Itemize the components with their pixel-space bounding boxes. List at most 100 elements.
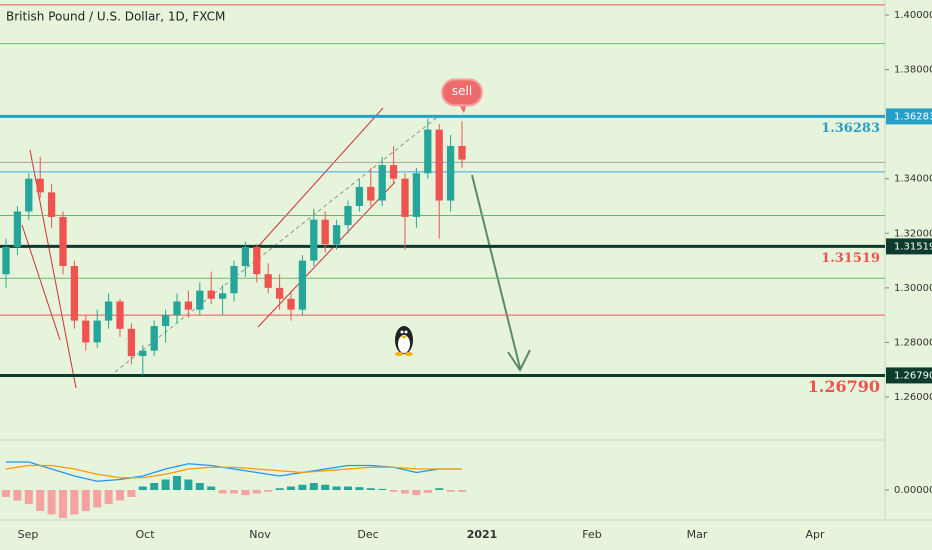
macd-histogram-bar (195, 483, 204, 490)
macd-histogram-bar (332, 486, 341, 490)
y-tick-label: 1.40000 (894, 10, 932, 21)
arrow-head (507, 349, 531, 372)
macd-line (5, 464, 462, 479)
y-tick-label: 1.32000 (894, 228, 932, 239)
macd-histogram-bar (2, 490, 10, 497)
candle-body (401, 178, 409, 217)
price-label-box (886, 108, 932, 125)
candle-body (25, 178, 33, 212)
level-annotation: 1.26790 (808, 377, 880, 396)
x-tick-label: Sep (18, 528, 39, 541)
candle-body (264, 274, 272, 288)
sell-label: sell (452, 84, 472, 98)
macd-histogram-bar (36, 490, 45, 511)
candle-body (161, 315, 170, 327)
candle-body (230, 266, 238, 294)
x-tick-label: Feb (582, 528, 601, 541)
candle-body (241, 246, 250, 267)
x-tick-label: Mar (687, 528, 708, 541)
macd-histogram-bar (93, 490, 102, 508)
x-tick-label: Oct (135, 528, 155, 541)
candle-body (287, 298, 295, 310)
candle-body (446, 145, 455, 201)
macd-histogram-bar (161, 479, 170, 490)
level-annotation: 1.31519 (821, 251, 880, 266)
macd-histogram-bar (309, 483, 318, 490)
macd-histogram-bar (24, 490, 33, 504)
macd-histogram-bar (173, 476, 181, 490)
candle-body (298, 260, 307, 310)
y-tick-label: 1.26000 (894, 392, 932, 403)
candle-body (116, 301, 124, 329)
macd-histogram-bar (401, 490, 409, 494)
forecast-arrow (471, 174, 521, 369)
chart-title: British Pound / U.S. Dollar, 1D, FXCM (6, 10, 225, 24)
macd-histogram-bar (264, 490, 273, 492)
candle-body (2, 246, 10, 275)
candle-body (218, 293, 227, 299)
level-annotation: 1.36283 (821, 121, 880, 136)
candle-body (275, 287, 284, 299)
macd-histogram-bar (321, 484, 330, 490)
macd-histogram-bar (275, 488, 284, 490)
candle-body (82, 320, 90, 343)
macd-histogram-bar (412, 490, 421, 496)
candle-body (253, 246, 261, 275)
candle-body (173, 301, 181, 316)
y-tick-label: 1.38000 (894, 65, 932, 76)
trend-line (21, 224, 61, 341)
macd-histogram-bar (423, 490, 432, 493)
price-label-box (886, 367, 932, 384)
macd-histogram-bar (230, 490, 238, 494)
candle-body (59, 216, 67, 267)
candle-body (424, 129, 432, 174)
channel-midline (114, 114, 441, 373)
macd-histogram-bar (252, 490, 261, 494)
macd-histogram-bar (446, 490, 455, 492)
candle-body (196, 290, 204, 310)
candle-body (47, 192, 56, 217)
candle-body (310, 219, 318, 261)
candle-body (367, 186, 375, 201)
y-tick-label: 1.30000 (894, 283, 932, 294)
candle-body (344, 206, 352, 226)
candle-body (389, 165, 398, 179)
macd-histogram-bar (207, 486, 216, 490)
candle-body (184, 301, 193, 310)
macd-histogram-bar (138, 486, 147, 490)
y-tick-label: 1.34000 (894, 174, 932, 185)
macd-histogram-bar (366, 488, 375, 490)
macd-histogram-bar (13, 490, 22, 501)
macd-histogram-bar (184, 479, 193, 490)
y-tick-label: 1.28000 (894, 337, 932, 348)
candle-body (127, 328, 136, 357)
macd-tick-label: 0.00000 (894, 485, 932, 496)
channel-line (254, 107, 384, 251)
price-label: 1.36283 (894, 111, 932, 122)
x-tick-label: Nov (249, 528, 271, 541)
macd-histogram-bar (104, 490, 113, 504)
x-tick-label: 2021 (467, 528, 498, 541)
candle-body (70, 266, 79, 321)
macd-histogram-bar (218, 490, 227, 494)
macd-histogram-bar (344, 486, 352, 490)
price-label: 1.31519 (894, 241, 932, 252)
candle-body (93, 320, 101, 343)
price-label: 1.26790 (894, 370, 932, 381)
x-tick-label: Dec (357, 528, 378, 541)
sell-bubble (441, 78, 483, 107)
macd-histogram-bar (59, 490, 67, 518)
penguin-icon (395, 326, 413, 356)
candle-body (435, 129, 443, 201)
macd-histogram-bar (298, 484, 307, 490)
macd-histogram-bar (287, 486, 295, 490)
candle-body (321, 219, 329, 245)
macd-histogram-bar (47, 490, 56, 515)
macd-histogram-bar (127, 490, 136, 497)
channel-line (257, 181, 396, 328)
candle-body (13, 211, 22, 247)
candle-body (150, 326, 158, 351)
candle-body (378, 165, 386, 201)
macd-histogram-bar (150, 483, 159, 490)
